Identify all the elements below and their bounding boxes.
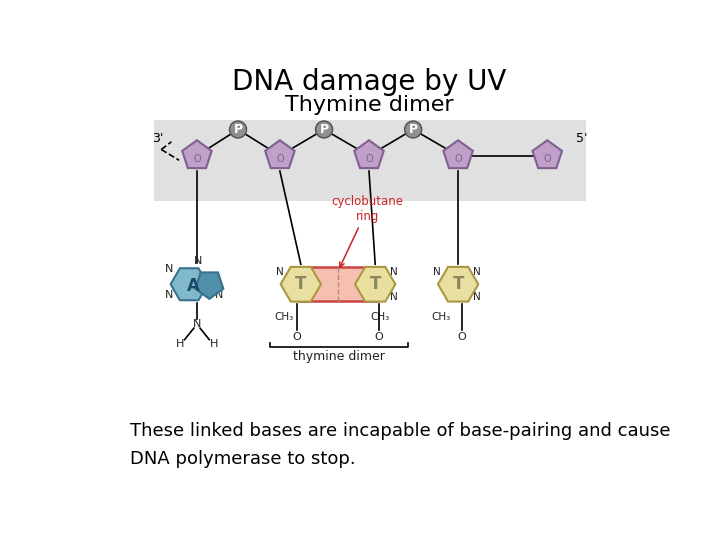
Text: O: O (193, 154, 201, 164)
Text: N: N (193, 319, 201, 329)
Text: 3': 3' (153, 132, 164, 145)
Bar (300, 267, 377, 301)
Text: N: N (315, 267, 323, 277)
Text: 5': 5' (577, 132, 588, 145)
Text: N: N (473, 267, 481, 277)
Text: CH₃: CH₃ (274, 312, 293, 322)
Text: P: P (409, 123, 418, 136)
Text: N: N (315, 292, 323, 301)
Bar (153, 120, 586, 201)
Text: N: N (390, 292, 397, 301)
Text: P: P (233, 123, 243, 136)
Text: N: N (276, 267, 284, 277)
Text: O: O (454, 154, 462, 164)
Text: N: N (165, 290, 174, 300)
Polygon shape (182, 140, 212, 168)
Text: O: O (544, 154, 551, 164)
Text: O: O (365, 154, 373, 164)
Text: T: T (295, 275, 307, 293)
Polygon shape (355, 267, 395, 301)
Text: T: T (452, 275, 464, 293)
Text: H: H (210, 339, 218, 349)
Circle shape (405, 121, 422, 138)
Polygon shape (444, 140, 473, 168)
Text: O: O (458, 332, 467, 342)
Text: CH₃: CH₃ (370, 312, 390, 322)
Circle shape (315, 121, 333, 138)
Polygon shape (171, 268, 208, 300)
Text: N: N (351, 267, 358, 277)
Text: O: O (374, 332, 384, 342)
Text: O: O (292, 332, 301, 342)
Text: N: N (194, 256, 203, 266)
Circle shape (230, 121, 246, 138)
Text: H: H (176, 339, 184, 349)
Text: These linked bases are incapable of base-pairing and cause
DNA polymerase to sto: These linked bases are incapable of base… (130, 422, 671, 468)
Polygon shape (438, 267, 478, 301)
Text: thymine dimer: thymine dimer (293, 350, 384, 363)
Text: N: N (390, 267, 397, 277)
Polygon shape (195, 272, 223, 299)
Text: O: O (276, 154, 284, 164)
Text: T: T (369, 275, 381, 293)
Text: N: N (473, 292, 481, 301)
Text: DNA damage by UV: DNA damage by UV (232, 68, 506, 96)
Polygon shape (281, 267, 321, 301)
Text: A: A (186, 277, 199, 295)
Text: N: N (433, 267, 441, 277)
Text: N: N (165, 264, 174, 274)
Text: Thymine dimer: Thymine dimer (284, 95, 454, 115)
Text: N: N (215, 290, 222, 300)
Text: CH₃: CH₃ (431, 312, 451, 322)
Text: P: P (320, 123, 328, 136)
Polygon shape (354, 140, 384, 168)
Polygon shape (533, 140, 562, 168)
Polygon shape (265, 140, 294, 168)
Text: cyclobutane
ring: cyclobutane ring (331, 194, 403, 267)
